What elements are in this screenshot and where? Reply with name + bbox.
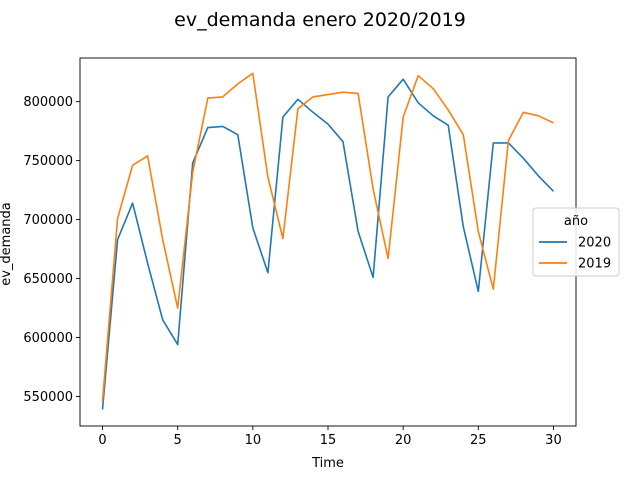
series-line-2020 <box>101 78 555 410</box>
y-tick-label: 750000 <box>23 154 73 169</box>
chart-title: ev_demanda enero 2020/2019 <box>174 9 466 31</box>
plot-area: 0 5 10 15 20 25 30 550000 600000 650000 700000 7500… <box>23 57 577 448</box>
legend-box <box>532 207 620 277</box>
y-tick-label: 650000 <box>23 272 73 287</box>
x-tick-label: 30 <box>545 433 562 448</box>
legend-label-2019: 2019 <box>578 257 611 272</box>
legend-label-2020: 2020 <box>578 236 611 251</box>
x-axis-label: Time <box>311 456 344 471</box>
x-tick-label: 25 <box>470 433 487 448</box>
y-tick-label: 700000 <box>23 213 73 228</box>
y-tick-label: 550000 <box>23 390 73 405</box>
legend-title: año <box>564 214 588 229</box>
series-line-2019 <box>101 72 554 402</box>
y-axis-label: ev_demanda <box>0 202 14 286</box>
x-tick-label: 0 <box>98 433 106 448</box>
x-tick-label: 15 <box>320 433 337 448</box>
y-tick-label: 600000 <box>23 331 73 346</box>
legend: año 2020 2019 <box>532 207 620 277</box>
x-tick-label: 20 <box>395 433 412 448</box>
x-tick-label: 5 <box>174 433 182 448</box>
y-tick-label: 800000 <box>23 95 73 110</box>
x-tick-label: 10 <box>245 433 262 448</box>
